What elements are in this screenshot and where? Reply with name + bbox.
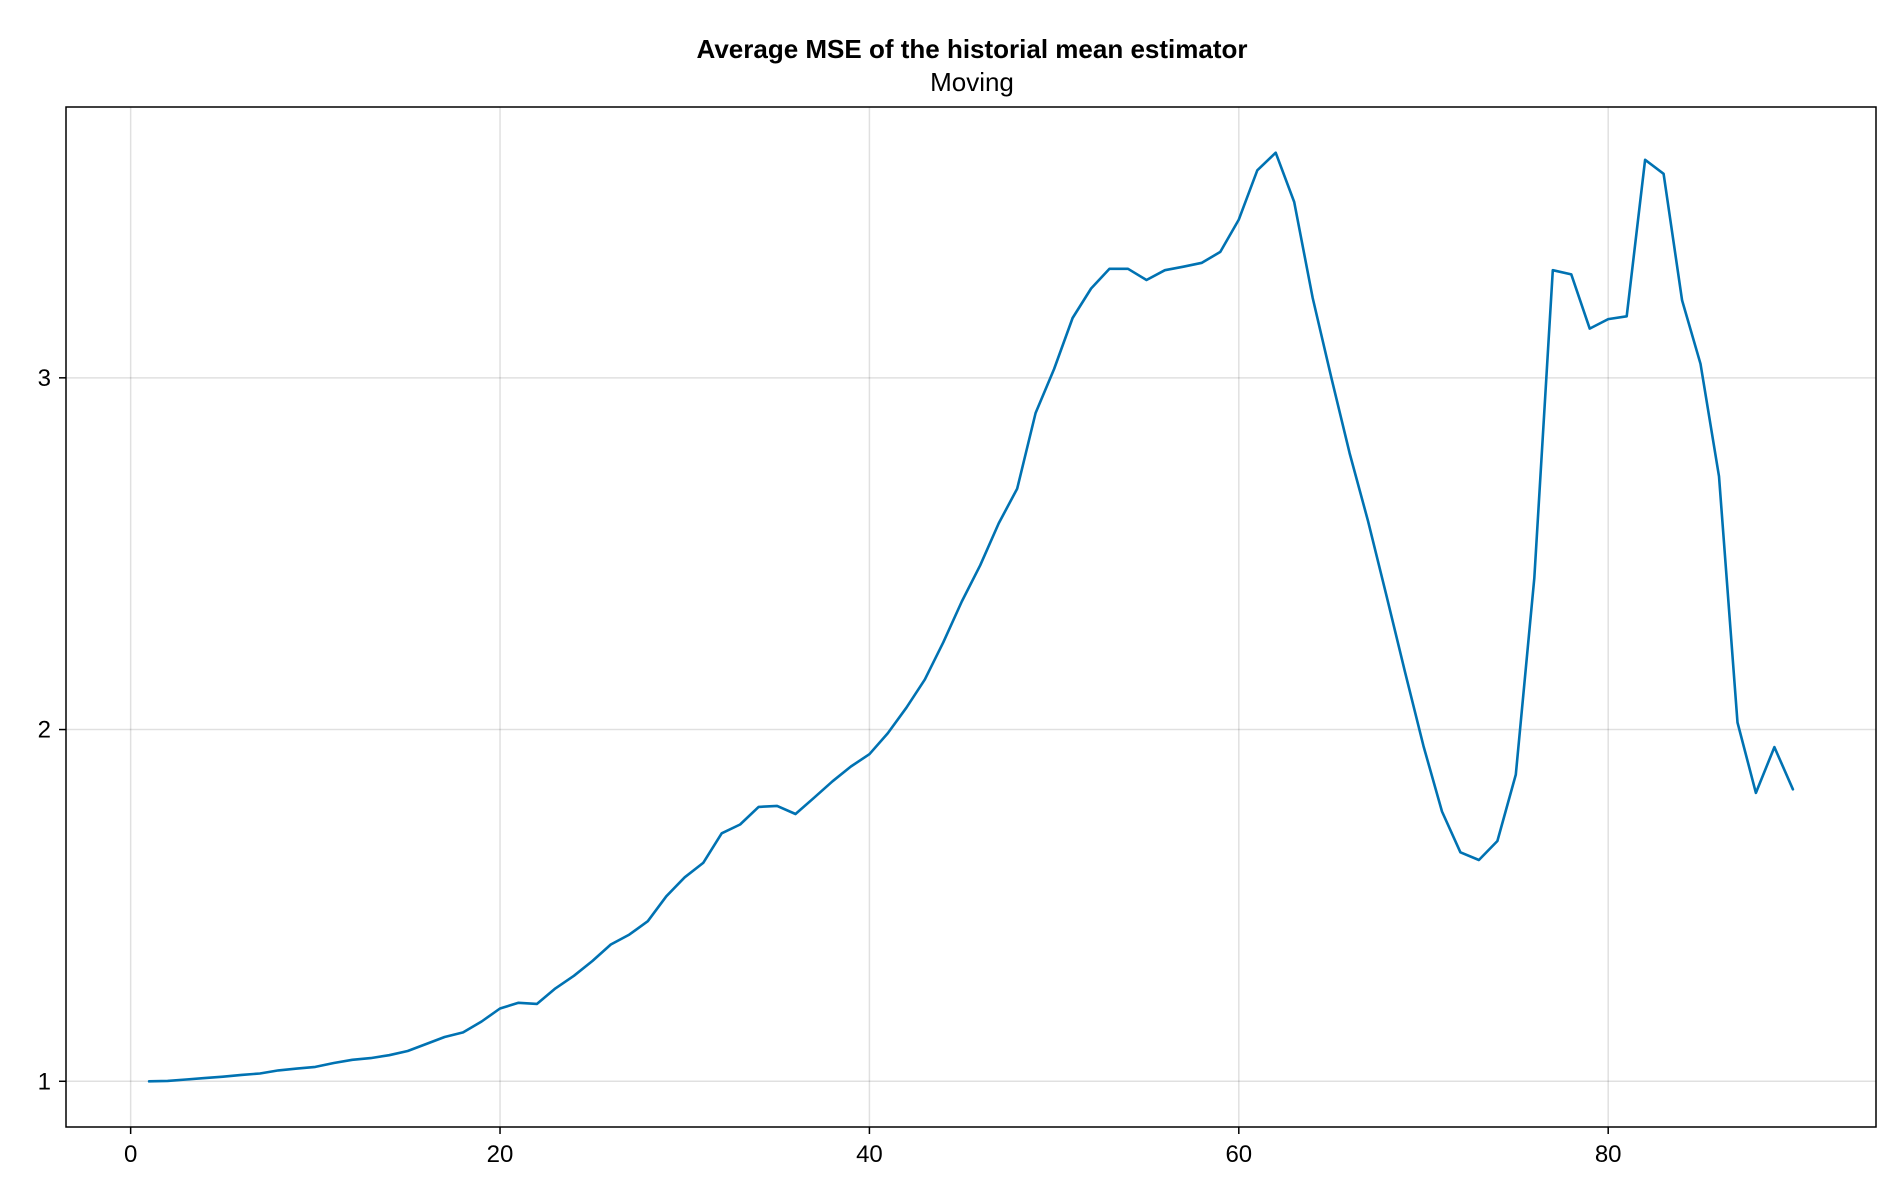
series-line	[147, 151, 1795, 1083]
y-tick-label: 1	[38, 1068, 51, 1095]
x-tick-label: 20	[487, 1141, 514, 1168]
x-tick-label: 80	[1595, 1141, 1622, 1168]
axis-ticks: 0 20 40 60 80 1 2 3	[38, 365, 1622, 1168]
plot-frame	[65, 106, 1877, 1128]
x-tick-label: 60	[1225, 1141, 1252, 1168]
x-tick-label: 40	[856, 1141, 883, 1168]
chart-subtitle: Moving	[930, 67, 1014, 97]
series-layer	[147, 151, 1795, 1083]
y-tick-label: 3	[38, 365, 51, 392]
x-tick-label: 0	[124, 1141, 137, 1168]
y-tick-label: 2	[38, 717, 51, 744]
chart-title: Average MSE of the historial mean estima…	[697, 34, 1248, 64]
grid-lines	[66, 107, 1876, 1127]
